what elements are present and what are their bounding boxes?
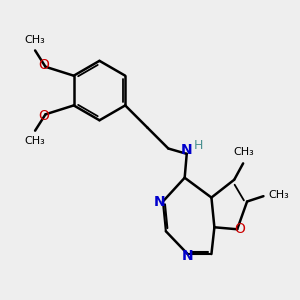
Text: CH₃: CH₃ [25, 136, 46, 146]
Text: CH₃: CH₃ [25, 35, 46, 45]
Text: N: N [154, 194, 166, 208]
Text: O: O [39, 58, 50, 72]
Text: CH₃: CH₃ [233, 147, 254, 158]
Text: N: N [181, 143, 193, 157]
Text: CH₃: CH₃ [268, 190, 289, 200]
Text: O: O [235, 222, 246, 236]
Text: N: N [182, 248, 194, 262]
Text: O: O [39, 109, 50, 123]
Text: H: H [193, 139, 203, 152]
